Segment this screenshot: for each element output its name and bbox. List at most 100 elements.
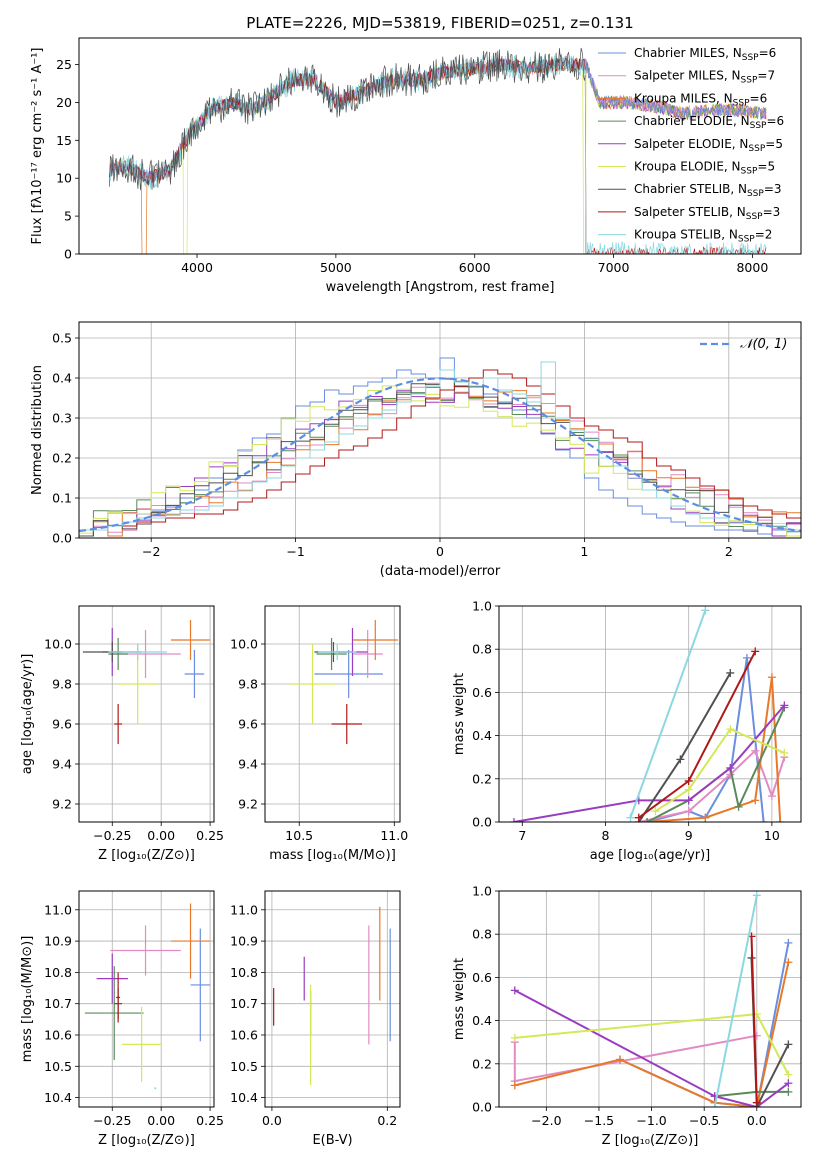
x-tick-label: 7 [518,828,526,843]
weight-point [784,1040,793,1049]
figure-title: PLATE=2226, MJD=53819, FIBERID=0251, z=0… [246,14,633,32]
spectrum-line [109,58,767,254]
y-tick-label: 0.0 [52,531,72,546]
age_z-plot-area [82,620,211,744]
y-tick-label: 0.2 [472,771,492,786]
x-tick-label: 0.00 [147,1113,175,1128]
y-tick-label: 10.4 [230,1090,258,1105]
x-tick-label: 0 [436,544,444,559]
weight-point [726,668,735,677]
y-tick-label: 15 [56,133,72,148]
y-tick-label: 0.2 [472,1056,492,1071]
axes-frame [264,890,401,1108]
y-tick-label: 0.4 [52,371,72,386]
y-tick-label: 9.4 [52,757,72,772]
weight-point [726,725,735,734]
weight-point [734,802,743,811]
weight-point [751,796,760,805]
age_z-panel: −0.25 0.00 0.25 9.2 9.4 9.6 9.8 10.0 Z [log₁₀(Z/… [20,605,224,863]
y-tick-label: 10 [56,171,72,186]
weight-point [751,746,760,755]
weight-point [784,1079,793,1088]
legend-label: Salpeter MILES, NSSP=7 [634,69,775,86]
y-tick-label: 11.0 [230,902,258,917]
x-tick-label: 10 [764,828,780,843]
weight-point [780,748,789,757]
x-tick-label: 0.25 [196,1113,224,1128]
y-tick-label: 9.4 [238,757,258,772]
y-axis-label: age [log₁₀(age/yr)] [20,654,35,775]
weight_age-plot-area [509,606,789,822]
weight-line [646,707,786,822]
weight_z-panel: −2.0 −1.5 −1.0 −0.5 0.0 0.0 0.2 0.4 0.6 0.8 1.0 Z [… [452,884,802,1148]
y-axis-label: mass [log₁₀(M/M⊙)] [20,936,35,1063]
spectrum-line [109,57,767,254]
x-tick-label: 0.0 [747,1113,767,1128]
axes-frame [498,605,802,823]
weight-point [784,958,793,967]
weight-point [510,986,519,995]
weight-point [509,818,518,822]
y-axis-label: Normed distribution [30,365,45,495]
weight-point [626,813,635,822]
weight-line [713,895,758,1107]
x-axis-label: mass [log₁₀(M/M⊙)] [269,848,396,863]
weight-point [616,1055,625,1064]
mass_ebv-panel: 0.0 0.2 10.4 10.5 10.6 10.7 10.8 10.9 11.0 E(B-V) [230,890,401,1148]
y-tick-label: 0.8 [472,927,492,942]
mass_z-plot-area [84,903,211,1090]
weight-point [684,785,693,794]
weight-point [784,938,793,947]
y-axis-label: mass weight [452,958,467,1040]
x-axis-label: wavelength [Angstrom, rest frame] [326,280,555,295]
weight-point [701,606,710,615]
y-tick-label: 9.2 [52,797,72,812]
y-tick-label: 9.6 [52,717,72,732]
y-tick-label: 10.8 [230,965,258,980]
y-tick-label: 0.8 [472,642,492,657]
gaussian-reference-line [79,377,801,533]
x-tick-label: 7000 [598,260,630,275]
axes-frame [78,321,802,539]
x-tick-label: 8000 [736,260,768,275]
weight-point [634,813,643,822]
spectrum-plot-area [109,47,767,254]
x-tick-label: −2.0 [531,1113,561,1128]
y-tick-label: 10.7 [44,996,72,1011]
x-axis-label: age [log₁₀(age/yr)] [590,848,711,863]
y-tick-label: 10.8 [44,965,72,980]
weight-point [784,1087,793,1096]
weight-line [514,989,790,1107]
plot-layer: 4000 5000 6000 7000 80000510152025wavelength… [20,37,802,1148]
y-tick-label: 10.9 [44,934,72,949]
x-tick-label: 0.00 [147,828,175,843]
spectrum-line [109,47,586,191]
y-tick-label: 5 [64,209,72,224]
weight-point [684,796,693,805]
legend-label: 𝒩(0, 1) [740,337,787,352]
y-tick-label: 9.8 [52,677,72,692]
weight-point [767,673,776,682]
axes-frame [78,890,215,1108]
histogram-step [79,380,801,538]
x-tick-label: 2 [725,544,733,559]
y-tick-label: 10.5 [44,1059,72,1074]
weight-line [638,748,786,822]
weight-point [767,792,776,801]
x-tick-label: −0.25 [93,1113,131,1128]
y-tick-label: 0.2 [52,451,72,466]
x-tick-label: 0.25 [196,828,224,843]
age_mass-plot-area [289,620,399,744]
y-tick-label: 9.6 [238,717,258,732]
weight-point [759,818,768,822]
mass_ebv-plot-area [273,906,391,1086]
x-tick-label: 0.2 [377,1113,397,1128]
weight-point [510,1081,519,1090]
histogram-step [79,361,801,538]
x-axis-label: Z [log₁₀(Z/Z⊙)] [98,848,195,863]
age_mass-panel: 10.5 11.0 9.2 9.4 9.6 9.8 10.0 mass [log₁₀(M/M⊙… [230,605,408,863]
x-tick-label: 9 [685,828,693,843]
y-tick-label: 9.2 [238,797,258,812]
residuals-panel: −2 −1 0 1 2 0.0 0.1 0.2 0.3 0.4 0.5 (data-model)/er… [30,321,802,579]
